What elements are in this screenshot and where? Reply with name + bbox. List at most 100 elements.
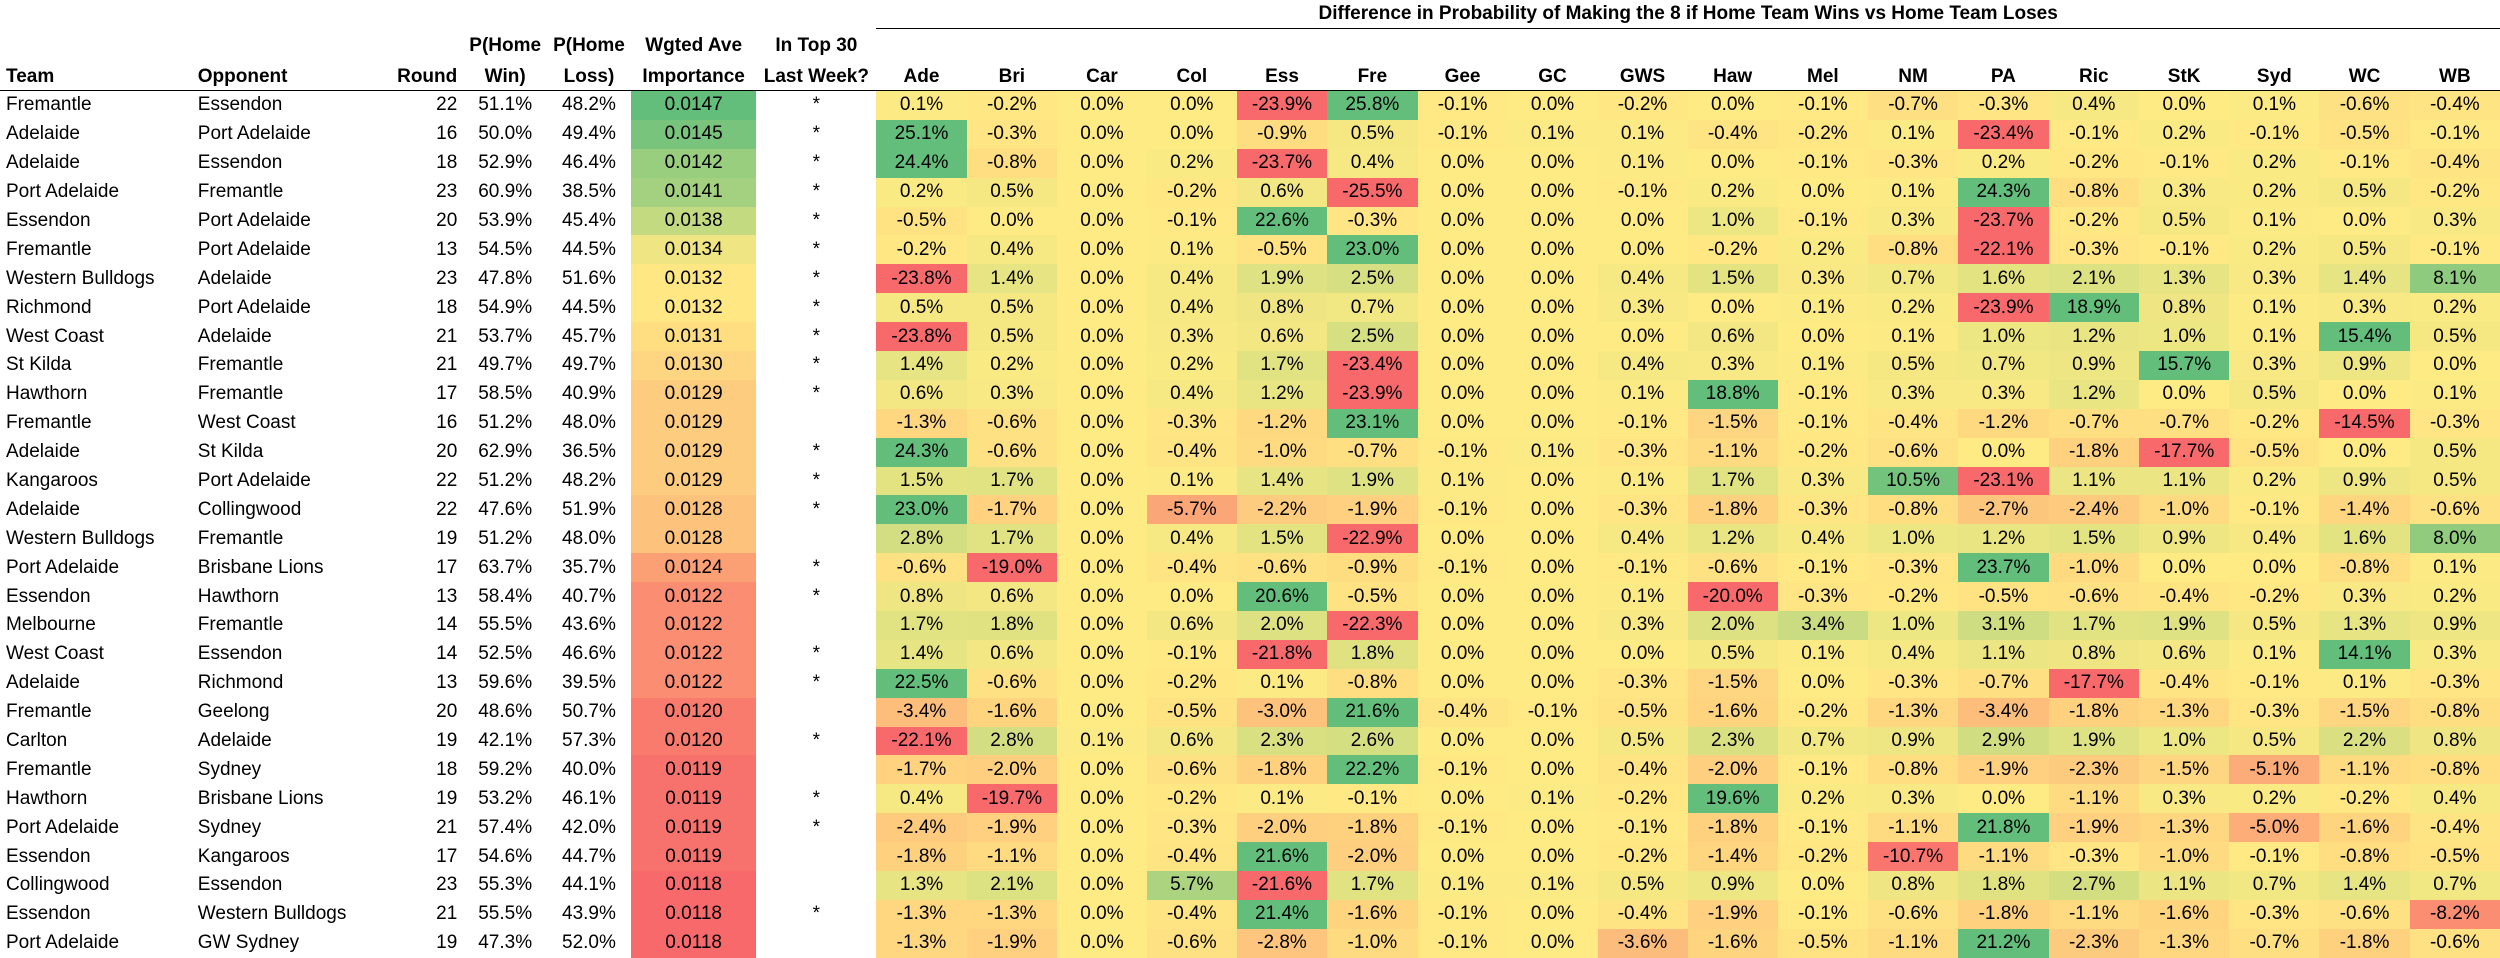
prob-cell-stk: -1.0% <box>2138 495 2230 525</box>
prob-cell-bri: 1.7% <box>966 466 1058 496</box>
table-row: West Coast Essendon 14 52.5% 46.6% 0.0122 * 1.4… <box>0 639 2500 669</box>
prob-cell-nm: 0.7% <box>1867 264 1959 294</box>
prob-cell-nm: -0.8% <box>1867 755 1959 785</box>
importance-cell: 0.0138 <box>630 206 757 236</box>
p-home-win-cell: 51.1% <box>478 94 533 116</box>
opponent-cell: Fremantle <box>197 614 284 636</box>
prob-cell-gee: 0.0% <box>1417 639 1508 669</box>
prob-cell-wb: 0.1% <box>2409 553 2500 583</box>
prob-cell-gws: 0.5% <box>1597 871 1688 900</box>
opponent-cell: Essendon <box>197 94 283 116</box>
opponent-cell: Kangaroos <box>197 845 290 867</box>
prob-cell-col: -0.1% <box>1146 206 1237 236</box>
prob-cell-nm: 0.8% <box>1867 871 1959 900</box>
table-row: Hawthorn Brisbane Lions 19 53.2% 46.1% 0.0119… <box>0 784 2500 814</box>
table-row: Port Adelaide GW Sydney 19 47.3% 52.0% 0.0118… <box>0 928 2500 958</box>
prob-cell-syd: 0.1% <box>2229 639 2320 669</box>
opponent-cell: Adelaide <box>197 267 272 289</box>
prob-cell-syd: -0.1% <box>2229 842 2320 872</box>
table-row: Kangaroos Port Adelaide 22 51.2% 48.2% 0.0129… <box>0 466 2500 496</box>
prob-cell-car: 0.0% <box>1057 755 1147 785</box>
prob-cell-ric: -2.4% <box>2048 495 2139 525</box>
opponent-cell: Brisbane Lions <box>197 556 324 578</box>
prob-cell-col: 0.2% <box>1146 148 1237 178</box>
prob-cell-ess: 0.6% <box>1236 322 1328 352</box>
prob-cell-nm: -0.8% <box>1867 495 1959 525</box>
round-cell: 22 <box>436 470 458 492</box>
prob-cell-gws: 0.4% <box>1597 264 1688 294</box>
top30-cell <box>756 698 876 727</box>
prob-cell-wb: 0.3% <box>2409 639 2500 669</box>
team-cell: Fremantle <box>6 701 92 723</box>
prob-cell-gee: 0.0% <box>1417 582 1508 612</box>
prob-cell-ess: 21.6% <box>1236 842 1328 872</box>
prob-cell-gee: 0.1% <box>1417 871 1508 900</box>
round-cell: 19 <box>436 730 458 752</box>
prob-cell-stk: 0.3% <box>2138 784 2230 814</box>
prob-cell-syd: 0.2% <box>2229 235 2320 265</box>
p-home-win-cell: 57.4% <box>478 816 533 838</box>
prob-cell-nm: -1.1% <box>1867 813 1959 843</box>
column-header-wb: WB <box>2409 60 2500 91</box>
prob-cell-stk: -1.3% <box>2138 813 2230 843</box>
prob-cell-bri: -19.7% <box>966 784 1058 814</box>
prob-cell-nm: 0.1% <box>1867 177 1959 207</box>
prob-cell-gc: 0.0% <box>1507 148 1598 178</box>
prob-cell-stk: -1.5% <box>2138 755 2230 785</box>
team-cell: Fremantle <box>6 94 92 116</box>
prob-cell-haw: -0.4% <box>1687 119 1778 149</box>
top30-cell <box>756 611 876 640</box>
prob-cell-fre: 1.8% <box>1327 639 1418 669</box>
prob-cell-ric: 1.5% <box>2048 524 2139 554</box>
prob-cell-ess: 21.4% <box>1236 899 1328 929</box>
prob-cell-bri: -1.7% <box>966 495 1058 525</box>
prob-cell-ess: 0.1% <box>1236 784 1328 814</box>
prob-cell-ric: -1.1% <box>2048 899 2139 929</box>
prob-cell-mel: -0.1% <box>1777 408 1868 438</box>
prob-cell-gee: -0.1% <box>1417 119 1508 149</box>
table-row: St Kilda Fremantle 21 49.7% 49.7% 0.0130 * 1.4%… <box>0 351 2500 380</box>
prob-cell-fre: 25.8% <box>1327 90 1418 120</box>
prob-cell-ric: -1.8% <box>2048 437 2139 467</box>
prob-cell-gc: 0.0% <box>1507 524 1598 554</box>
prob-cell-haw: 0.9% <box>1687 871 1778 900</box>
round-cell: 17 <box>436 556 458 578</box>
team-cell: Adelaide <box>6 498 80 520</box>
prob-cell-gee: 0.0% <box>1417 842 1508 872</box>
prob-cell-stk: -17.7% <box>2138 437 2230 467</box>
round-cell: 14 <box>436 643 458 665</box>
top30-cell <box>756 929 876 958</box>
prob-cell-wc: -1.5% <box>2319 697 2410 727</box>
prob-cell-pa: -23.4% <box>1958 119 2049 149</box>
prob-cell-ric: -2.3% <box>2048 755 2139 785</box>
p-home-win-cell: 49.7% <box>478 354 533 376</box>
prob-cell-haw: 0.6% <box>1687 322 1778 352</box>
prob-cell-car: 0.0% <box>1057 408 1147 438</box>
prob-cell-gee: 0.0% <box>1417 524 1508 554</box>
prob-cell-bri: -1.3% <box>966 899 1058 929</box>
team-cell: Adelaide <box>6 152 80 174</box>
prob-cell-bri: -0.8% <box>966 148 1058 178</box>
prob-cell-pa: 1.0% <box>1958 322 2049 352</box>
round-cell: 14 <box>436 614 458 636</box>
prob-cell-ade: 0.8% <box>876 582 967 612</box>
prob-cell-wc: 1.4% <box>2319 871 2410 900</box>
prob-cell-ric: 1.9% <box>2048 726 2139 756</box>
prob-cell-ric: -1.9% <box>2048 813 2139 843</box>
prob-cell-gws: -0.3% <box>1597 668 1688 698</box>
prob-cell-wb: -0.4% <box>2409 813 2500 843</box>
table-row: Fremantle Sydney 18 59.2% 40.0% 0.0119 -1.7% -2… <box>0 755 2500 785</box>
prob-cell-wb: 0.4% <box>2409 784 2500 814</box>
prob-cell-haw: 0.3% <box>1687 351 1778 380</box>
prob-cell-ade: 1.4% <box>876 639 967 669</box>
team-cell: Melbourne <box>6 614 96 636</box>
top30-cell: * <box>812 672 821 694</box>
prob-cell-ade: 24.4% <box>876 148 967 178</box>
prob-cell-bri: -0.2% <box>966 90 1058 120</box>
prob-cell-ess: -1.8% <box>1236 755 1328 785</box>
prob-cell-syd: 0.2% <box>2229 466 2320 496</box>
prob-cell-nm: -1.3% <box>1867 697 1959 727</box>
p-home-loss-cell: 46.1% <box>562 787 616 809</box>
top30-cell <box>756 524 876 553</box>
prob-cell-pa: -1.8% <box>1958 899 2049 929</box>
